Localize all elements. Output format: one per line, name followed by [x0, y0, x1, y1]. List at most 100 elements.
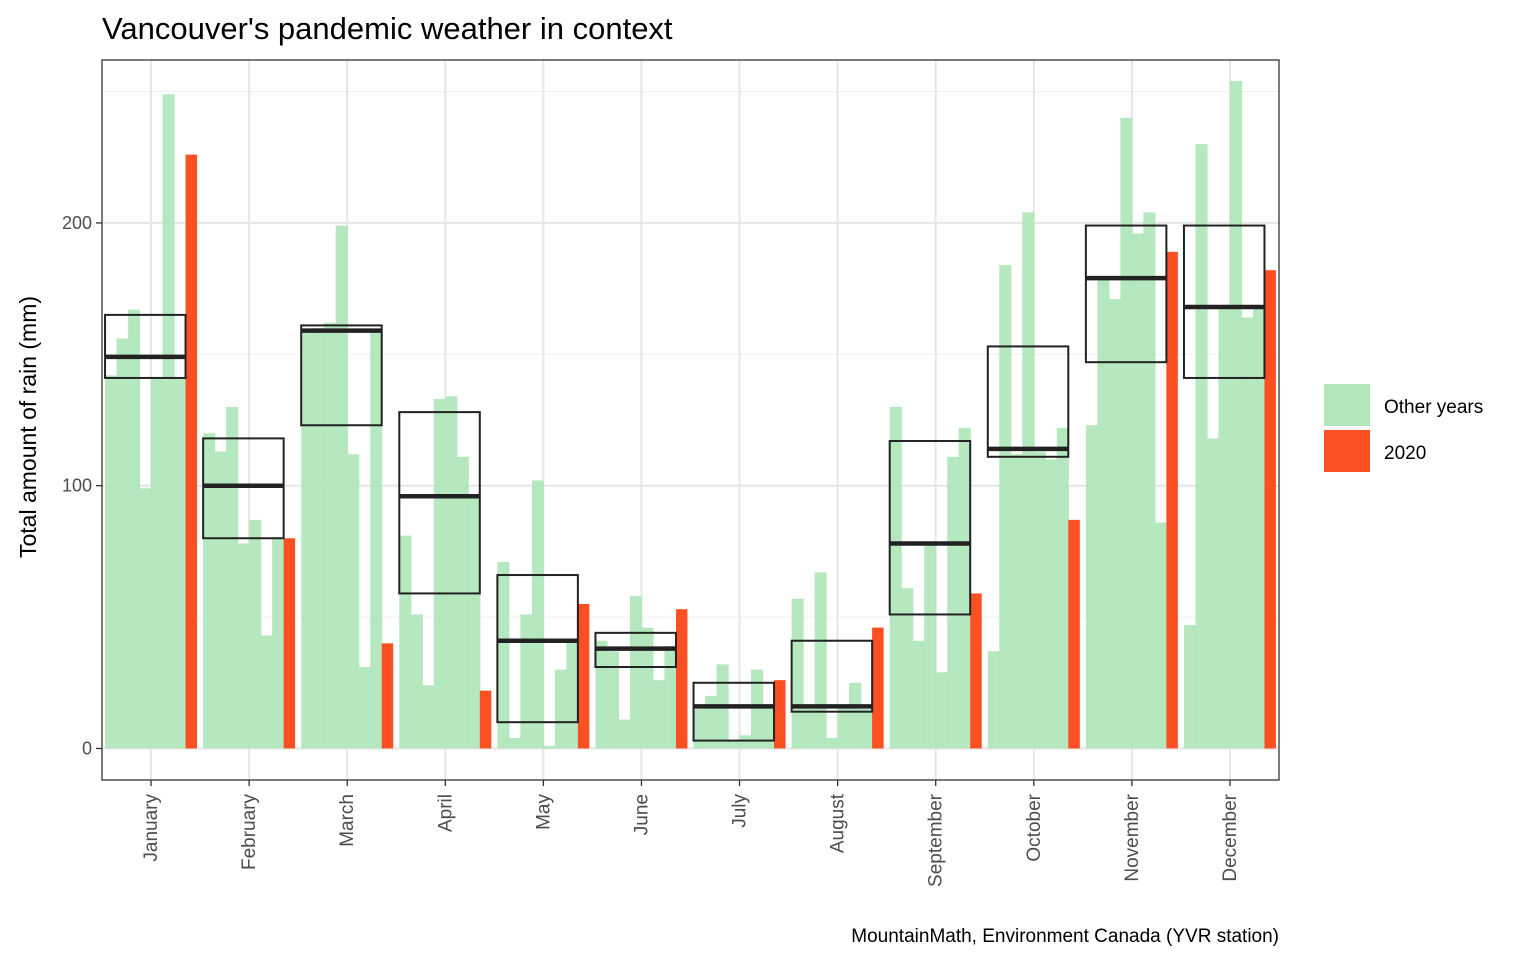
bar-other-year: [1218, 307, 1231, 749]
box-iqr: [1084, 224, 1168, 364]
bar-other-year: [370, 330, 383, 749]
x-tick-label: June: [631, 794, 652, 835]
bar-other-year: [803, 706, 816, 749]
y-tick-label: 200: [62, 213, 92, 233]
box-iqr: [790, 639, 874, 713]
x-tick-label: January: [141, 794, 162, 862]
box-iqr: [692, 681, 776, 742]
bar-other-year: [347, 454, 360, 749]
bar-other-year: [324, 322, 337, 749]
bar-other-year: [629, 596, 643, 749]
bar-other-year: [1120, 117, 1133, 749]
bar-other-year: [301, 330, 314, 749]
bar-2020: [1264, 270, 1276, 749]
bar-other-year: [1143, 212, 1156, 749]
bar-other-year: [618, 719, 631, 749]
bar-other-year: [826, 737, 839, 749]
bar-other-year: [837, 706, 850, 749]
bar-other-year: [410, 614, 423, 749]
x-tick-label: October: [1024, 793, 1045, 861]
bar-other-year: [901, 588, 914, 749]
bar-other-year: [237, 543, 250, 749]
box-iqr: [202, 437, 285, 540]
x-tick-label: May: [533, 794, 554, 830]
bar-other-year: [705, 695, 718, 749]
bar-other-year: [947, 456, 960, 749]
bar-other-year: [508, 737, 521, 749]
bar-other-year: [456, 456, 469, 749]
bar-other-year: [924, 543, 937, 749]
bar-other-year: [728, 740, 741, 749]
bar-other-year: [595, 640, 608, 749]
bar-2020: [1166, 251, 1178, 749]
box-iqr: [986, 345, 1070, 458]
bar-other-year: [652, 680, 666, 749]
legend: Other years 2020: [1324, 384, 1483, 472]
bar-2020: [774, 680, 786, 749]
bar-other-year: [335, 225, 348, 749]
bar-other-year: [422, 685, 435, 749]
bar-other-year: [1033, 451, 1046, 749]
bar-2020: [479, 690, 492, 749]
bar-other-year: [249, 519, 262, 749]
x-tick-label: September: [926, 793, 947, 887]
bar-other-year: [116, 338, 129, 749]
bar-other-year: [203, 433, 216, 749]
bar-other-year: [791, 598, 804, 749]
bar-other-year: [1131, 233, 1144, 749]
y-tick-label: 100: [62, 476, 92, 496]
bar-other-year: [1022, 212, 1035, 749]
bar-2020: [1068, 519, 1080, 749]
bar-other-year: [1229, 81, 1243, 749]
bar-other-year: [1085, 425, 1098, 749]
bar-other-year: [958, 427, 971, 749]
box-iqr: [104, 313, 187, 379]
bar-other-year: [105, 375, 118, 749]
x-tick-label: March: [337, 794, 358, 847]
bar-other-year: [1010, 454, 1023, 749]
bar-other-year: [566, 640, 579, 749]
box-iqr: [1182, 224, 1266, 379]
x-tick-label: April: [435, 794, 456, 832]
x-tick-label: July: [730, 794, 751, 828]
y-axis-label: Total amount of rain (mm): [15, 296, 41, 558]
box-iqr: [888, 440, 972, 616]
bar-other-year: [226, 406, 239, 749]
bar-other-year: [520, 614, 533, 749]
box-iqr: [496, 574, 579, 724]
x-tick-label: December: [1220, 793, 1241, 881]
bar-other-year: [860, 709, 873, 749]
bar-other-year: [497, 561, 510, 749]
bar-other-year: [751, 669, 764, 749]
bar-other-year: [606, 651, 620, 749]
plot-area: 0 100 200 January February March April May June J…: [62, 59, 1280, 887]
chart-caption: MountainMath, Environment Canada (YVR st…: [851, 926, 1279, 947]
bar-other-year: [1183, 624, 1197, 749]
bar-other-year: [987, 651, 1000, 749]
bar-other-year: [762, 706, 775, 749]
bar-other-year: [543, 745, 556, 749]
bar-other-year: [849, 682, 862, 749]
x-tick-label: February: [239, 794, 260, 871]
bar-2020: [185, 154, 198, 749]
x-tick-label: August: [828, 793, 849, 853]
bar-other-year: [693, 709, 706, 749]
bar-other-year: [260, 635, 273, 749]
bar-other-year: [554, 669, 567, 749]
legend-label: Other years: [1384, 397, 1483, 418]
y-tick-label: 0: [82, 738, 92, 758]
bar-other-year: [358, 667, 371, 749]
bar-other-year: [1045, 459, 1058, 749]
bar-other-year: [889, 406, 902, 749]
bar-other-year: [1241, 317, 1254, 749]
bar-other-year: [739, 735, 752, 749]
bar-2020: [283, 538, 296, 749]
bar-other-year: [935, 672, 948, 749]
panel-border: [101, 59, 1280, 781]
bar-2020: [577, 603, 590, 749]
bar-other-year: [664, 645, 677, 749]
bar-other-year: [999, 264, 1012, 749]
bar-other-year: [1206, 438, 1220, 749]
